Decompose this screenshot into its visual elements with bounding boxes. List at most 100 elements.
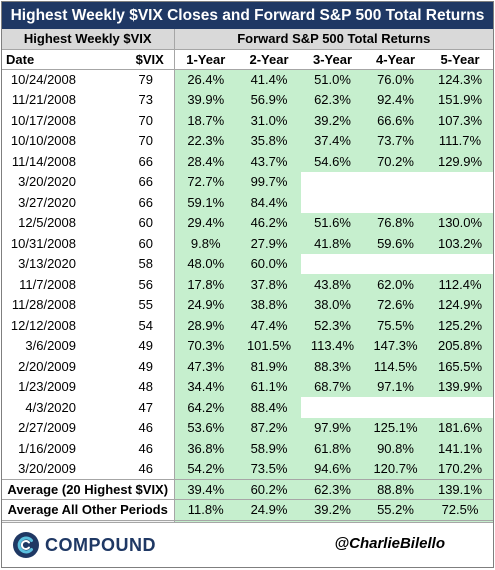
table-row: 2/27/2009 46 53.6% 87.2% 97.9% 125.1% 181.6% bbox=[2, 417, 494, 438]
return-cell-2y: 38.8% bbox=[237, 294, 301, 315]
return-cell-4y: 125.1% bbox=[364, 417, 427, 438]
summary-cell-2y: 24.9% bbox=[237, 499, 301, 520]
return-cell-2y: 73.5% bbox=[237, 458, 301, 479]
summary-cell-2y: 60.2% bbox=[237, 478, 301, 500]
table-body: 10/24/2008 79 26.4% 41.4% 51.0% 76.0% 124.3% 11… bbox=[2, 69, 494, 541]
return-cell-5y: 139.9% bbox=[427, 376, 494, 397]
return-cell-4y bbox=[364, 397, 427, 418]
col-header-date: Date bbox=[2, 49, 126, 70]
return-cell-1y: 26.4% bbox=[174, 69, 237, 90]
return-cell-3y: 88.3% bbox=[301, 356, 364, 377]
return-cell-2y: 47.4% bbox=[237, 315, 301, 336]
return-cell-1y: 47.3% bbox=[174, 356, 237, 377]
col-header-vix: $VIX bbox=[126, 49, 175, 70]
row-date: 11/28/2008 bbox=[11, 297, 76, 313]
table-row: 1/23/2009 48 34.4% 61.1% 68.7% 97.1% 139.9% bbox=[2, 376, 494, 397]
table-row: 12/12/2008 54 28.9% 47.4% 52.3% 75.5% 125.2% bbox=[2, 315, 494, 336]
row-date: 10/10/2008 bbox=[10, 133, 76, 149]
return-cell-2y: 31.0% bbox=[237, 110, 301, 131]
return-cell-4y: 59.6% bbox=[364, 233, 427, 254]
return-cell-3y: 51.6% bbox=[301, 212, 364, 233]
table-row: 2/20/2009 49 47.3% 81.9% 88.3% 114.5% 165.5% bbox=[2, 356, 494, 377]
table-row: 1/16/2009 46 36.8% 58.9% 61.8% 90.8% 141.1% bbox=[2, 438, 494, 459]
row-date: 12/5/2008 bbox=[18, 215, 76, 231]
return-cell-4y: 120.7% bbox=[364, 458, 427, 479]
table-row: 3/13/2020 58 48.0% 60.0% bbox=[2, 253, 494, 274]
return-cell-4y: 66.6% bbox=[364, 110, 427, 131]
row-date: 3/6/2009 bbox=[25, 338, 76, 354]
return-cell-5y: 112.4% bbox=[427, 274, 494, 295]
summary-cell-1y: 11.8% bbox=[174, 499, 237, 520]
return-cell-4y: 73.7% bbox=[364, 130, 427, 151]
table-row: 10/31/2008 60 9.8% 27.9% 41.8% 59.6% 103.2% bbox=[2, 233, 494, 254]
return-cell-1y: 59.1% bbox=[174, 192, 237, 213]
group-header-row: Highest Weekly $VIX Forward S&P 500 Tota… bbox=[2, 29, 494, 50]
row-date: 3/27/2020 bbox=[18, 194, 76, 210]
return-cell-4y: 72.6% bbox=[364, 294, 427, 315]
return-cell-4y: 90.8% bbox=[364, 438, 427, 459]
return-cell-5y bbox=[427, 192, 494, 213]
col-header-5y: 5-Year bbox=[427, 49, 494, 70]
group-header-vix: Highest Weekly $VIX bbox=[2, 29, 175, 50]
return-cell-1y: 70.3% bbox=[174, 335, 237, 356]
return-cell-2y: 99.7% bbox=[237, 171, 301, 192]
return-cell-3y: 68.7% bbox=[301, 376, 364, 397]
return-cell-4y: 92.4% bbox=[364, 89, 427, 110]
return-cell-1y: 24.9% bbox=[174, 294, 237, 315]
return-cell-1y: 28.9% bbox=[174, 315, 237, 336]
return-cell-1y: 64.2% bbox=[174, 397, 237, 418]
summary-label: Average All Other Periods bbox=[2, 499, 175, 520]
return-cell-5y: 125.2% bbox=[427, 315, 494, 336]
return-cell-1y: 36.8% bbox=[174, 438, 237, 459]
return-cell-5y: 107.3% bbox=[427, 110, 494, 131]
row-vix: 60 bbox=[126, 212, 175, 233]
return-cell-3y: 94.6% bbox=[301, 458, 364, 479]
table-row: 11/28/2008 55 24.9% 38.8% 38.0% 72.6% 124.9% bbox=[2, 294, 494, 315]
table-row: 12/5/2008 60 29.4% 46.2% 51.6% 76.8% 130.0% bbox=[2, 212, 494, 233]
row-vix: 66 bbox=[126, 192, 175, 213]
return-cell-3y bbox=[301, 171, 364, 192]
return-cell-3y: 113.4% bbox=[301, 335, 364, 356]
summary-row: Average (20 Highest $VIX) 39.4% 60.2% 62.3%… bbox=[2, 478, 494, 500]
logo-text: COMPOUND bbox=[45, 534, 156, 555]
summary-cell-5y: 139.1% bbox=[427, 478, 494, 500]
return-cell-4y: 97.1% bbox=[364, 376, 427, 397]
return-cell-5y: 141.1% bbox=[427, 438, 494, 459]
row-date: 3/13/2020 bbox=[18, 256, 76, 272]
return-cell-2y: 61.1% bbox=[237, 376, 301, 397]
return-cell-5y bbox=[427, 171, 494, 192]
row-vix: 46 bbox=[126, 458, 175, 479]
return-cell-1y: 22.3% bbox=[174, 130, 237, 151]
return-cell-3y: 37.4% bbox=[301, 130, 364, 151]
table-row: 11/7/2008 56 17.8% 37.8% 43.8% 62.0% 112.4% bbox=[2, 274, 494, 295]
return-cell-3y: 62.3% bbox=[301, 89, 364, 110]
return-cell-4y: 75.5% bbox=[364, 315, 427, 336]
return-cell-2y: 58.9% bbox=[237, 438, 301, 459]
table-title: Highest Weekly $VIX Closes and Forward S… bbox=[2, 2, 493, 29]
return-cell-4y: 76.8% bbox=[364, 212, 427, 233]
return-cell-1y: 53.6% bbox=[174, 417, 237, 438]
return-cell-1y: 34.4% bbox=[174, 376, 237, 397]
return-cell-3y bbox=[301, 253, 364, 274]
return-cell-4y: 62.0% bbox=[364, 274, 427, 295]
return-cell-1y: 17.8% bbox=[174, 274, 237, 295]
return-cell-3y: 61.8% bbox=[301, 438, 364, 459]
table-row: 10/24/2008 79 26.4% 41.4% 51.0% 76.0% 124.3% bbox=[2, 69, 494, 90]
return-cell-1y: 29.4% bbox=[174, 212, 237, 233]
row-vix: 73 bbox=[126, 89, 175, 110]
row-vix: 47 bbox=[126, 397, 175, 418]
col-header-1y: 1-Year bbox=[174, 49, 237, 70]
return-cell-3y: 97.9% bbox=[301, 417, 364, 438]
row-date: 1/16/2009 bbox=[18, 440, 76, 456]
summary-cell-4y: 55.2% bbox=[364, 499, 427, 520]
return-cell-5y: 205.8% bbox=[427, 335, 494, 356]
return-cell-1y: 54.2% bbox=[174, 458, 237, 479]
return-cell-2y: 46.2% bbox=[237, 212, 301, 233]
return-cell-1y: 39.9% bbox=[174, 89, 237, 110]
return-cell-4y: 76.0% bbox=[364, 69, 427, 90]
return-cell-1y: 72.7% bbox=[174, 171, 237, 192]
return-cell-3y: 38.0% bbox=[301, 294, 364, 315]
return-cell-2y: 87.2% bbox=[237, 417, 301, 438]
row-vix: 66 bbox=[126, 171, 175, 192]
summary-cell-4y: 88.8% bbox=[364, 478, 427, 500]
